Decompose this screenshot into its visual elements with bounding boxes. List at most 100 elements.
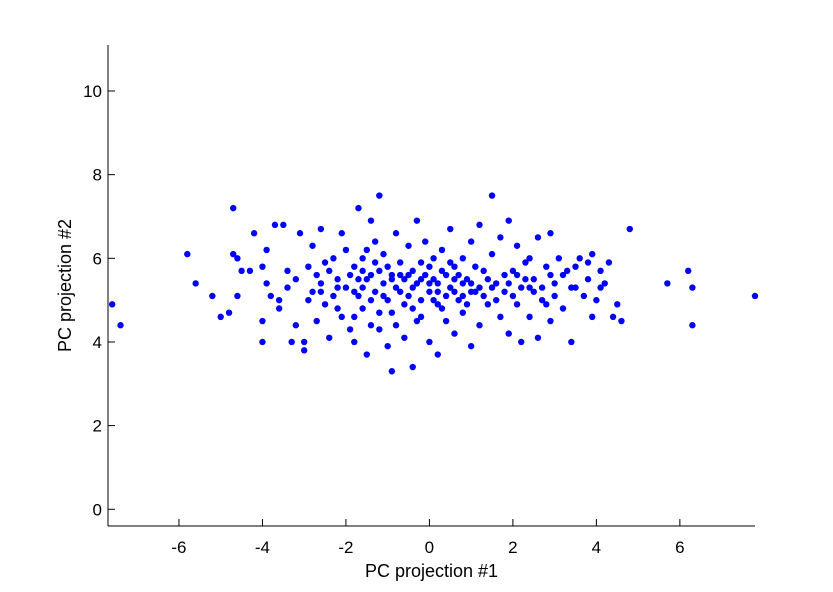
x-tick-label: -4 xyxy=(255,538,270,557)
data-point xyxy=(384,263,391,270)
data-point xyxy=(584,276,592,283)
data-point xyxy=(367,217,375,224)
data-point xyxy=(530,276,537,283)
x-tick-label: 2 xyxy=(508,538,517,557)
data-point xyxy=(534,234,542,241)
data-point xyxy=(230,204,237,212)
data-point xyxy=(455,271,462,279)
data-point xyxy=(367,322,375,329)
data-point xyxy=(438,246,446,254)
data-point xyxy=(380,280,387,287)
data-point xyxy=(225,309,233,316)
data-point xyxy=(467,280,475,287)
data-point xyxy=(376,192,383,199)
data-point xyxy=(509,267,517,275)
data-point xyxy=(305,296,312,304)
data-point xyxy=(497,313,504,321)
data-point xyxy=(388,271,396,279)
data-point xyxy=(534,334,542,341)
data-point xyxy=(463,276,471,283)
data-point xyxy=(367,271,375,279)
data-point xyxy=(543,263,550,270)
data-point xyxy=(434,351,441,358)
data-point xyxy=(317,280,325,287)
data-point xyxy=(363,246,370,254)
data-point xyxy=(338,313,345,321)
y-axis-label: PC projection #2 xyxy=(55,219,75,352)
data-point xyxy=(417,296,425,304)
data-point xyxy=(518,284,525,291)
data-point xyxy=(426,288,433,295)
data-point xyxy=(438,267,446,275)
data-point xyxy=(601,280,608,287)
data-point xyxy=(618,317,625,325)
data-point xyxy=(263,246,270,254)
data-point xyxy=(422,271,429,279)
data-point xyxy=(317,225,325,233)
data-point xyxy=(380,250,387,258)
data-point xyxy=(300,338,308,346)
data-point xyxy=(267,292,274,300)
data-point xyxy=(334,276,341,283)
data-point xyxy=(288,338,295,346)
data-point xyxy=(426,263,433,270)
data-point xyxy=(371,288,379,295)
data-point xyxy=(284,267,291,275)
data-point xyxy=(259,317,266,325)
x-tick-label: -6 xyxy=(171,538,186,557)
data-point xyxy=(463,301,471,308)
data-point xyxy=(413,217,421,224)
data-point xyxy=(300,347,308,354)
data-point xyxy=(263,280,270,287)
data-point xyxy=(501,271,508,279)
data-point xyxy=(467,288,475,295)
data-point xyxy=(493,296,500,304)
data-point xyxy=(459,292,467,300)
data-point xyxy=(422,238,429,245)
data-point xyxy=(405,271,412,279)
data-point xyxy=(451,276,458,283)
data-point xyxy=(359,255,366,262)
x-ticks: -6 -4 -2 0 2 4 6 xyxy=(171,519,685,557)
data-point xyxy=(526,313,533,321)
data-point xyxy=(559,305,567,312)
data-point xyxy=(234,292,241,300)
data-point xyxy=(275,305,283,312)
data-point xyxy=(409,305,416,312)
data-point xyxy=(326,334,333,341)
data-point xyxy=(334,305,341,312)
data-point xyxy=(259,263,266,270)
data-point xyxy=(442,271,450,279)
data-point xyxy=(430,255,437,262)
data-point xyxy=(434,288,441,295)
data-point xyxy=(371,259,379,266)
data-point xyxy=(376,326,383,333)
data-point xyxy=(321,259,329,266)
data-point xyxy=(384,296,391,304)
data-point xyxy=(413,280,421,287)
axes xyxy=(107,45,755,527)
data-point xyxy=(509,292,517,300)
data-point xyxy=(563,267,571,275)
data-point xyxy=(484,301,492,308)
data-point xyxy=(447,284,454,291)
data-point xyxy=(388,368,396,375)
data-point xyxy=(321,301,329,308)
y-tick-label: 10 xyxy=(83,82,102,101)
data-point xyxy=(614,301,621,308)
data-point xyxy=(442,317,450,325)
data-point xyxy=(467,342,475,350)
data-point xyxy=(459,309,467,316)
data-point xyxy=(518,338,525,346)
data-point xyxy=(576,255,583,262)
data-point xyxy=(497,234,504,241)
data-point xyxy=(547,271,554,279)
data-point xyxy=(351,263,358,270)
data-point xyxy=(689,284,696,291)
data-point xyxy=(271,221,279,229)
data-point xyxy=(409,267,416,275)
data-point xyxy=(589,313,596,321)
data-point xyxy=(513,242,521,249)
data-point xyxy=(359,284,366,291)
data-point xyxy=(547,317,554,325)
